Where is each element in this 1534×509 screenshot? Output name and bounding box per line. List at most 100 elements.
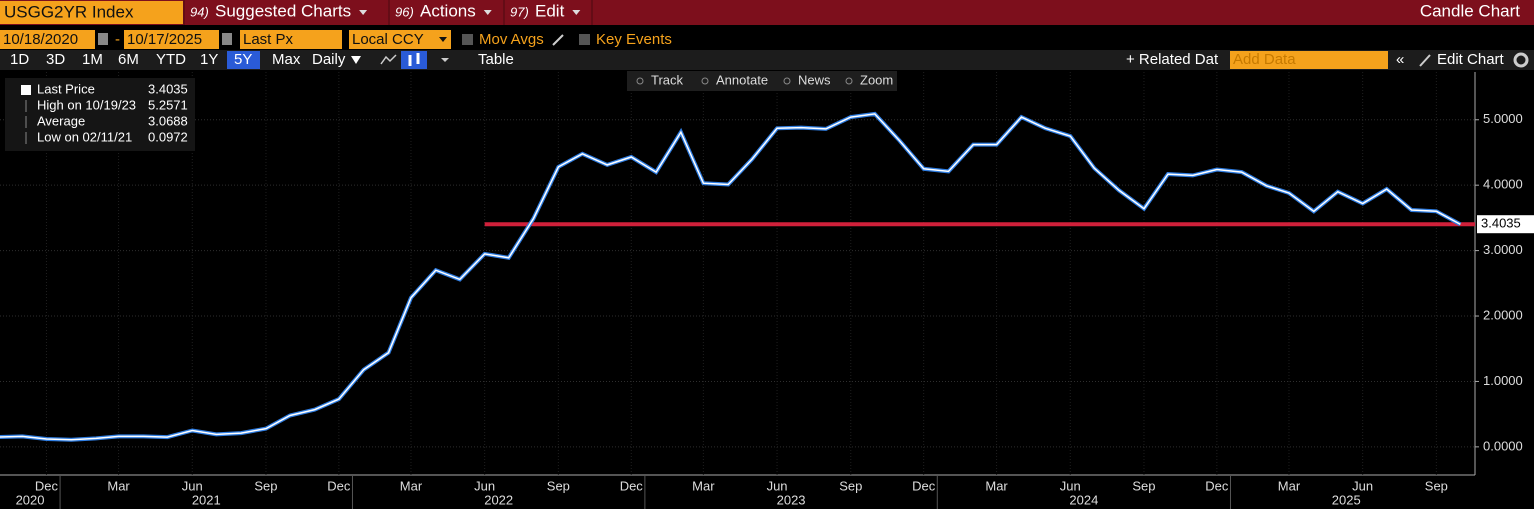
chart-tools — [627, 71, 897, 91]
start-date: 10/18/2020 — [3, 31, 78, 48]
period-button[interactable]: 1D — [10, 51, 29, 68]
y-tick-label: 4.0000 — [1483, 177, 1523, 192]
candle-icon[interactable] — [401, 51, 427, 69]
tool-icon — [845, 77, 853, 85]
chart: 0.0000 1.0000 2.0000 3.0000 4.0000 5.0000 Dec M… — [0, 72, 1534, 509]
collapse-icon[interactable]: « — [1396, 51, 1404, 68]
table-button[interactable]: Table — [478, 51, 514, 68]
date-dash: - — [115, 31, 120, 48]
end-date: 10/17/2025 — [127, 31, 202, 48]
tool-icon — [701, 77, 709, 85]
menu-item[interactable]: Suggested Charts — [215, 1, 351, 20]
year-label: 2024 — [1069, 492, 1098, 507]
top-bar — [0, 0, 1534, 25]
menu-item[interactable]: Actions — [420, 1, 476, 20]
last-price-label: 3.4035 — [1481, 216, 1521, 231]
tool-button[interactable]: Annotate — [716, 72, 768, 87]
dropdown-arrow — [351, 56, 361, 64]
menu-item[interactable]: Edit — [535, 1, 565, 20]
legend-value: 3.4035 — [148, 81, 188, 96]
line-icon[interactable] — [380, 54, 397, 65]
year-label: 2023 — [777, 492, 806, 507]
year-label: 2025 — [1332, 492, 1361, 507]
dropdown-arrow — [441, 58, 449, 62]
tool-button[interactable]: Track — [651, 72, 684, 87]
legend-name: High on 10/19/23 — [37, 97, 136, 112]
chart-tools-items: Track Annotate News Zoom — [636, 72, 893, 87]
period-buttons: 1D 3D 1M 6M YTD 1Y 5Y Max — [10, 51, 301, 69]
tool-button[interactable]: Zoom — [860, 72, 893, 87]
menu-number: 97) — [510, 4, 529, 19]
ticker-field[interactable] — [0, 1, 183, 24]
period-button[interactable]: 5Y — [234, 51, 252, 68]
legend-name: Average — [37, 113, 85, 128]
field-select[interactable] — [240, 30, 342, 49]
year-label: 2021 — [192, 492, 221, 507]
tool-icon — [783, 77, 791, 85]
dropdown-arrow — [439, 37, 447, 42]
x-tick-label: Sep — [1425, 478, 1448, 493]
checkbox[interactable] — [579, 34, 590, 45]
mov-avgs: Mov Avgs — [479, 31, 544, 48]
add-data: Add Data — [1233, 51, 1296, 68]
tool-icon — [636, 77, 644, 85]
y-tick-label: 3.0000 — [1483, 242, 1523, 257]
x-tick-label: Jun — [1352, 478, 1373, 493]
x-tick-label: Jun — [1060, 478, 1081, 493]
related-data[interactable]: + Related Dat — [1126, 51, 1219, 68]
calendar-icon[interactable] — [98, 33, 108, 45]
menu: 94) Suggested Charts 96) Actions 97) Edit — [183, 0, 593, 25]
menu-number: 94) — [190, 4, 209, 19]
menu-number: 96) — [395, 4, 414, 19]
x-tick-label: Mar — [985, 478, 1008, 493]
legend-name: Last Price — [37, 81, 95, 96]
menu-arrow — [359, 10, 368, 15]
checkbox[interactable] — [462, 34, 473, 45]
x-tick-label: Dec — [1205, 478, 1229, 493]
period-button[interactable]: 6M — [118, 51, 139, 68]
period-button[interactable]: 1M — [82, 51, 103, 68]
legend-value: 5.2571 — [148, 97, 188, 112]
x-tick-label: Mar — [107, 478, 130, 493]
y-tick-label: 1.0000 — [1483, 373, 1523, 388]
tool-button[interactable]: News — [798, 72, 831, 87]
period-button[interactable]: 1Y — [200, 51, 218, 68]
legend-box — [5, 78, 195, 151]
field: Last Px — [243, 31, 294, 48]
pencil-icon[interactable] — [552, 34, 564, 46]
frequency[interactable]: Daily — [312, 51, 346, 68]
x-tick-label: Mar — [1278, 478, 1301, 493]
calendar-icon[interactable] — [222, 33, 232, 45]
year-label: 2022 — [484, 492, 513, 507]
last-price-tag — [1477, 215, 1534, 234]
pencil-icon — [1419, 54, 1431, 67]
currency-select[interactable] — [349, 30, 451, 49]
selected-period — [227, 51, 260, 69]
ticker: USGG2YR Index — [4, 2, 134, 21]
x-tick-label: Sep — [547, 478, 570, 493]
period-button[interactable]: Max — [272, 51, 301, 68]
legend-name: Low on 02/11/21 — [37, 129, 132, 144]
start-date-field[interactable] — [0, 30, 95, 49]
y-tick-label: 0.0000 — [1483, 438, 1523, 453]
end-date-field[interactable] — [124, 30, 219, 49]
x-tick-label: Sep — [254, 478, 277, 493]
key-events: Key Events — [596, 31, 672, 48]
period-button[interactable]: YTD — [156, 51, 186, 68]
x-tick-label: Mar — [400, 478, 423, 493]
edit-chart[interactable]: Edit Chart — [1437, 51, 1505, 68]
settings-icon[interactable] — [1513, 52, 1529, 68]
add-data-field[interactable] — [1230, 51, 1388, 69]
legend: Last Price 3.4035 High on 10/19/23 5.2571 Av… — [21, 81, 188, 144]
candle-glyph — [408, 53, 420, 66]
year-label: 2020 — [16, 492, 45, 507]
legend-value: 3.0688 — [148, 113, 188, 128]
x-tick-label: Jun — [474, 478, 495, 493]
x-tick-label: Mar — [692, 478, 715, 493]
period-button[interactable]: 3D — [46, 51, 65, 68]
menu-arrow — [483, 10, 492, 15]
legend-value: 0.0972 — [148, 129, 188, 144]
x-tick-label: Dec — [620, 478, 644, 493]
view-name: Candle Chart — [1420, 1, 1520, 20]
